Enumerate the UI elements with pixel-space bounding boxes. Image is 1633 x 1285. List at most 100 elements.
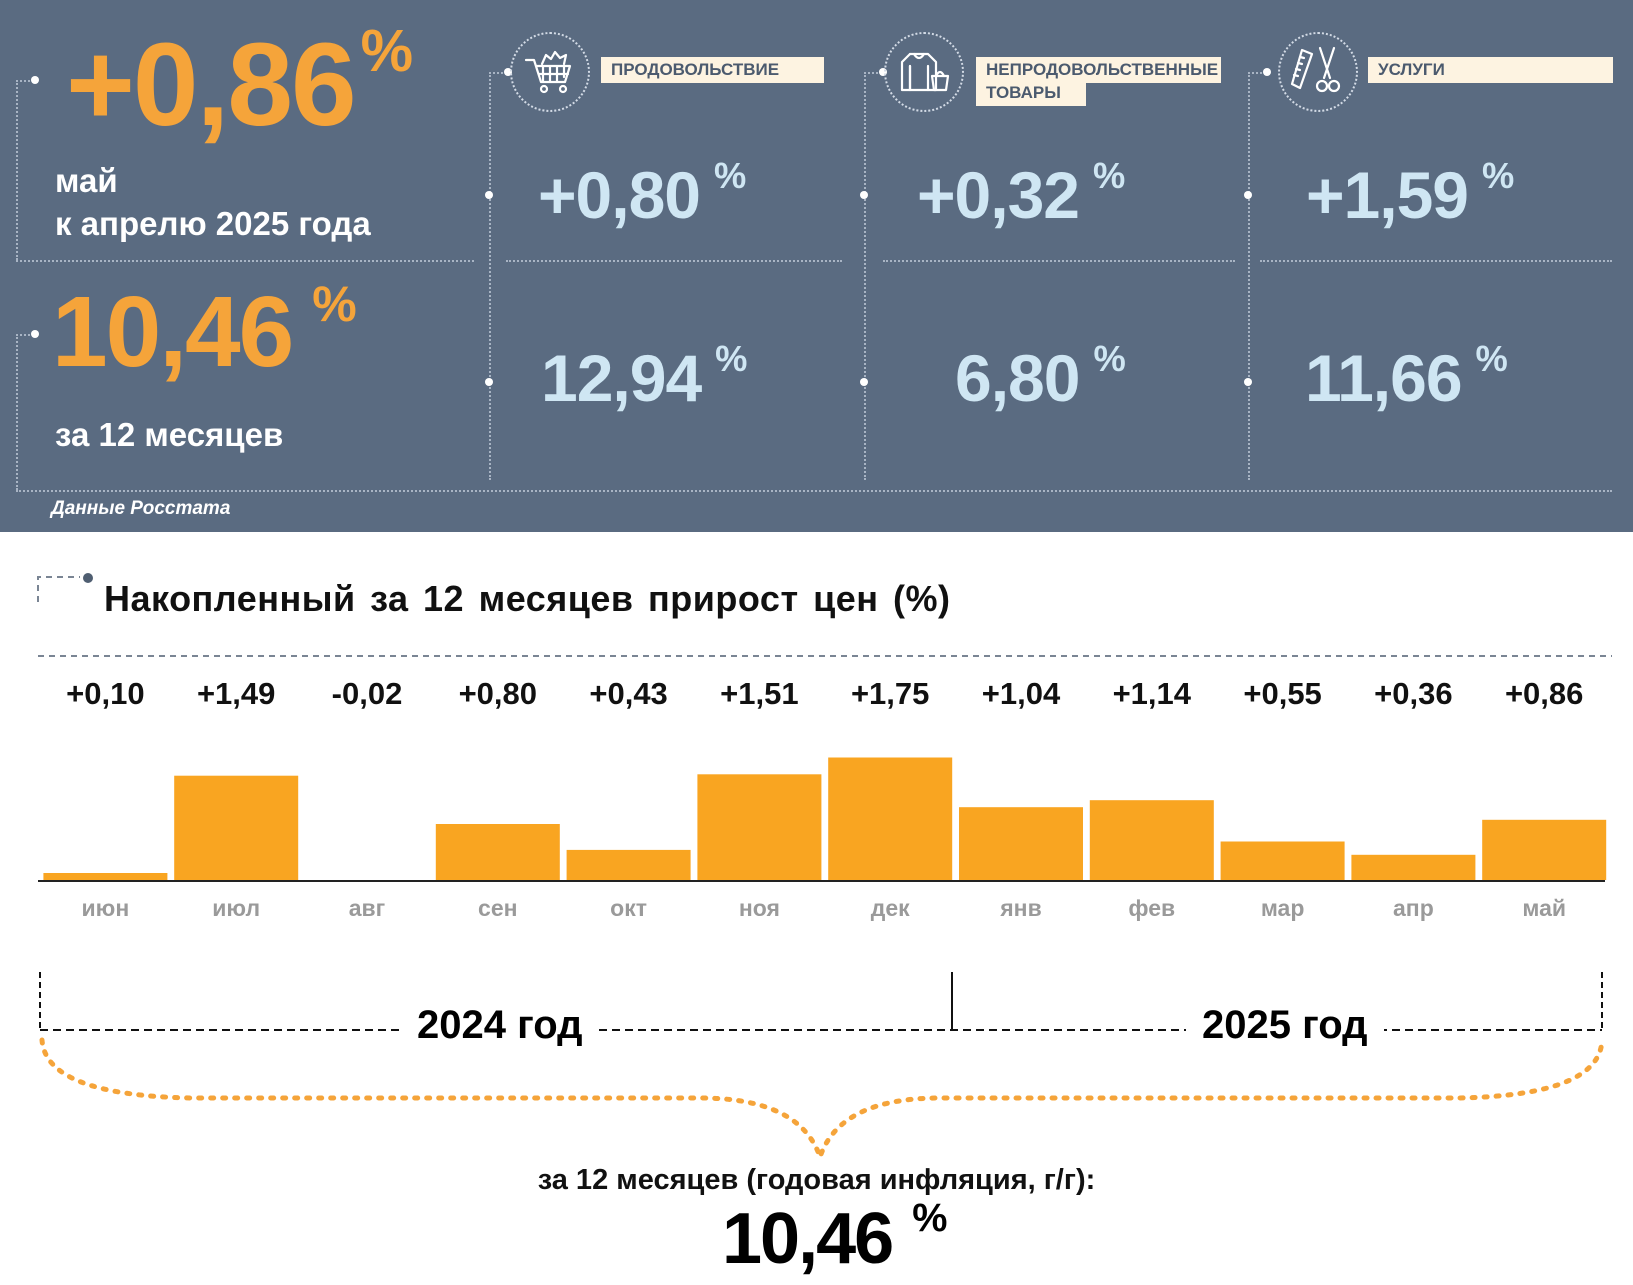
- month-label-сен: сен: [478, 895, 518, 921]
- nonfood-annual-text: 6,80: [955, 341, 1080, 415]
- node-dot: [31, 76, 39, 84]
- node-dot: [879, 68, 887, 76]
- percent-sign: %: [1093, 338, 1126, 380]
- percent-sign: %: [715, 338, 748, 380]
- chart-title: Накопленный за 12 месяцев прирост цен (%…: [104, 578, 951, 619]
- month-label-июл: июл: [212, 895, 261, 921]
- monthly-caption-month: май: [55, 162, 118, 199]
- node-dot: [485, 191, 493, 199]
- category-label-food: ПРОДОВОЛЬСТВИЕ: [601, 57, 824, 83]
- value-label-фев: +1,14: [1112, 676, 1192, 711]
- bar-chart: [38, 757, 1607, 882]
- percent-sign: %: [1093, 155, 1126, 197]
- divider: [506, 260, 842, 262]
- bar-фев: [1089, 800, 1214, 880]
- nonfood-monthly-text: +0,32: [917, 158, 1080, 232]
- value-label-май: +0,86: [1504, 676, 1584, 711]
- value-label-апр: +0,36: [1374, 676, 1453, 711]
- divider: [489, 72, 507, 74]
- divider: [883, 260, 1235, 262]
- bar-май: [1482, 819, 1607, 880]
- node-dot: [860, 191, 868, 199]
- chart-title-connector: [37, 573, 1612, 657]
- month-label-мар: мар: [1260, 895, 1305, 921]
- percent-sign: %: [1475, 338, 1508, 380]
- annual-summary-value: 10,46%: [722, 1198, 947, 1275]
- percent-sign: %: [714, 155, 747, 197]
- category-label-nonfood-line2: ТОВАРЫ: [976, 80, 1086, 106]
- node-dot: [860, 378, 868, 386]
- bar-дек: [828, 757, 953, 880]
- year-brackets: [39, 972, 1605, 1160]
- value-label-ноя: +1,51: [720, 676, 799, 711]
- bar-окт: [566, 849, 691, 880]
- value-label-июл: +1,49: [196, 676, 276, 711]
- services-monthly-text: +1,59: [1306, 158, 1469, 232]
- month-label-авг: авг: [348, 895, 386, 921]
- month-label-окт: окт: [610, 895, 647, 921]
- category-label-nonfood-line1: НЕПРОДОВОЛЬСТВЕННЫЕ: [986, 60, 1219, 79]
- month-label-июн: июн: [81, 895, 130, 921]
- bar-янв: [959, 807, 1083, 880]
- value-label-окт: +0,43: [589, 676, 668, 711]
- month-label-фев: фев: [1128, 895, 1176, 921]
- annual-value-text: 10,46: [52, 276, 294, 388]
- services-annual-text: 11,66: [1305, 341, 1463, 415]
- divider: [16, 490, 1612, 492]
- divider: [16, 260, 474, 262]
- category-label-services: УСЛУГИ: [1368, 57, 1613, 83]
- monthly-inflation-value: +0,86%: [66, 22, 413, 144]
- divider: [16, 334, 34, 336]
- bar-июн: [43, 873, 168, 880]
- summary-panel: +0,86% май к апрелю 2025 года 10,46% за …: [0, 0, 1633, 532]
- percent-sign: %: [912, 1196, 948, 1241]
- node-dot: [1244, 191, 1252, 199]
- services-annual-value: 11,66%: [1305, 341, 1508, 411]
- divider: [864, 72, 882, 74]
- bar-мар: [1220, 841, 1345, 880]
- divider: [1248, 72, 1266, 74]
- month-label-янв: янв: [1000, 895, 1042, 921]
- services-monthly-value: +1,59%: [1306, 158, 1514, 228]
- year-label-2024: 2024 год: [401, 1003, 599, 1048]
- month-label-апр: апр: [1393, 895, 1434, 921]
- annual-summary-text: 10,46: [722, 1199, 894, 1279]
- divider: [489, 72, 491, 480]
- nonfood-annual-value: 6,80%: [955, 341, 1126, 411]
- percent-sign: %: [1482, 155, 1515, 197]
- percent-sign: %: [312, 276, 357, 332]
- month-label-май: май: [1522, 895, 1567, 921]
- divider: [1260, 260, 1612, 262]
- clothing-icon: [884, 32, 964, 112]
- food-annual-value: 12,94%: [541, 341, 747, 411]
- year-label-2025: 2025 год: [1186, 1003, 1384, 1048]
- month-label-ноя: ноя: [738, 895, 780, 921]
- divider: [16, 334, 18, 490]
- percent-sign: %: [360, 18, 414, 85]
- bar-ноя: [697, 774, 822, 880]
- monthly-caption: май к апрелю 2025 года: [55, 160, 371, 246]
- value-label-дек: +1,75: [850, 676, 930, 711]
- node-dot: [31, 330, 39, 338]
- bar-июл: [174, 775, 299, 880]
- value-label-сен: +0,80: [458, 676, 538, 711]
- node-dot: [504, 68, 512, 76]
- food-monthly-text: +0,80: [538, 158, 701, 232]
- category-label-nonfood: НЕПРОДОВОЛЬСТВЕННЫЕ: [976, 57, 1221, 83]
- annual-summary-caption: за 12 месяцев (годовая инфляция, г/г):: [537, 1164, 1096, 1196]
- month-label-дек: дек: [870, 895, 910, 921]
- node-dot: [1263, 68, 1271, 76]
- annual-caption: за 12 месяцев: [55, 416, 284, 453]
- value-label-авг: -0,02: [331, 676, 403, 711]
- shopping-cart-icon: [510, 32, 590, 112]
- bar-сен: [435, 824, 560, 880]
- value-label-мар: +0,55: [1243, 676, 1322, 711]
- nonfood-monthly-value: +0,32%: [917, 158, 1125, 228]
- divider: [1248, 72, 1250, 480]
- annual-inflation-value: 10,46%: [52, 279, 357, 382]
- value-label-июн: +0,10: [66, 676, 145, 711]
- source-note: Данные Росстата: [51, 498, 231, 519]
- value-label-янв: +1,04: [981, 676, 1061, 711]
- node-dot: [1244, 378, 1252, 386]
- food-annual-text: 12,94: [541, 341, 702, 415]
